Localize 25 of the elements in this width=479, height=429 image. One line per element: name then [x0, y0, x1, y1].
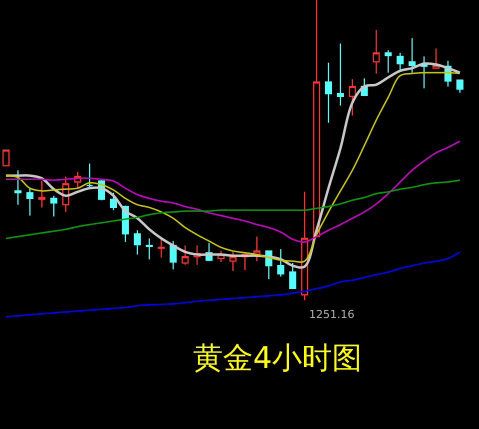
candlestick — [26, 188, 34, 216]
candlestick — [158, 238, 165, 258]
candlestick — [336, 42, 344, 106]
candlestick — [408, 38, 416, 74]
candlestick — [38, 180, 46, 208]
candlestick — [253, 236, 260, 262]
text: 1251.16 — [309, 308, 354, 321]
candlestick — [182, 244, 189, 266]
text: 黄金4小时图 — [193, 341, 362, 376]
candlestick — [277, 248, 284, 278]
candlestick — [110, 192, 118, 211]
candlestick — [396, 52, 404, 71]
candlestick — [324, 62, 332, 124]
candlestick — [146, 238, 153, 260]
candlestick — [170, 240, 177, 270]
candlestick — [14, 170, 22, 206]
candlestick — [289, 262, 296, 290]
candlestick — [86, 162, 94, 188]
candlestick — [50, 195, 58, 218]
candlestick — [384, 50, 392, 74]
candlestick — [348, 78, 356, 116]
candlestick — [372, 29, 380, 74]
candlestick — [420, 56, 428, 89]
candlestick — [456, 80, 464, 94]
candlestick — [134, 230, 141, 256]
